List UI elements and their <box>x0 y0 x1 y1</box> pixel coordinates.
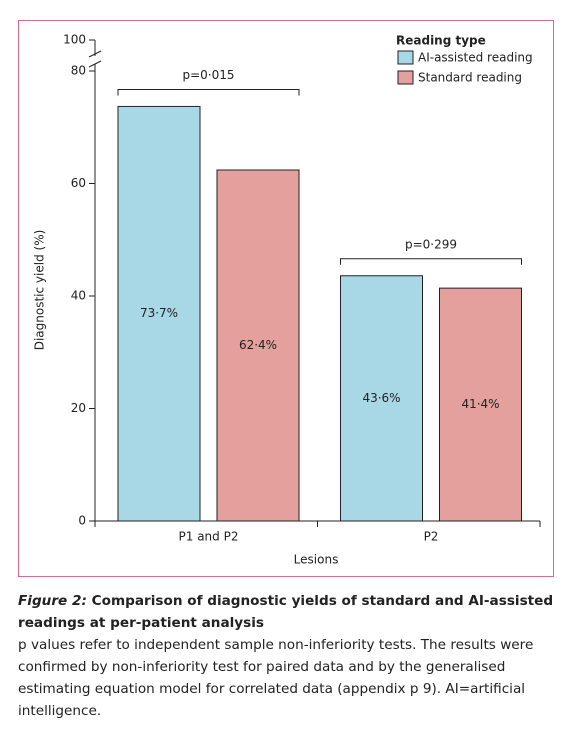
figure-frame <box>18 20 554 577</box>
value-label: 62·4% <box>239 338 277 352</box>
caption-title: Comparison of diagnostic yields of stand… <box>18 593 554 631</box>
chart: Diagnostic yield (%) Lesions Reading typ… <box>33 33 541 567</box>
y-tick-label: 20 <box>71 401 86 415</box>
value-label: 43·6% <box>362 391 400 405</box>
y-tick-label: 80 <box>71 64 86 78</box>
y-tick-label: 0 <box>78 514 86 528</box>
bar <box>216 169 300 522</box>
x-axis-label: Lesions <box>294 553 339 567</box>
bar <box>439 287 522 522</box>
value-label: 73·7% <box>140 306 178 320</box>
axis-break <box>88 60 102 68</box>
axis-break <box>88 50 102 58</box>
annotation: p=0·015 <box>182 68 234 82</box>
bar <box>117 105 201 522</box>
value-label: 41·4% <box>461 397 499 411</box>
x-tick-label: P2 <box>424 530 439 544</box>
bar <box>340 275 423 522</box>
legend-swatch <box>397 70 414 85</box>
x-tick-label: P1 and P2 <box>179 530 239 544</box>
annotation: p=0·299 <box>405 237 457 251</box>
legend-title: Reading type <box>396 34 486 48</box>
y-axis-label: Diagnostic yield (%) <box>33 230 47 351</box>
significance-bracket <box>117 88 300 96</box>
y-tick-label: 100 <box>63 33 86 47</box>
y-tick-label: 40 <box>71 289 86 303</box>
legend-swatch <box>397 50 414 65</box>
legend-label: Standard reading <box>418 71 522 85</box>
caption-label: Figure 2: <box>18 593 87 609</box>
significance-bracket <box>340 258 522 265</box>
legend-label: AI-assisted reading <box>418 51 533 65</box>
y-tick-label: 60 <box>71 176 86 190</box>
caption: Figure 2: Comparison of diagnostic yield… <box>18 590 554 722</box>
caption-body: p values refer to independent sample non… <box>18 637 534 719</box>
